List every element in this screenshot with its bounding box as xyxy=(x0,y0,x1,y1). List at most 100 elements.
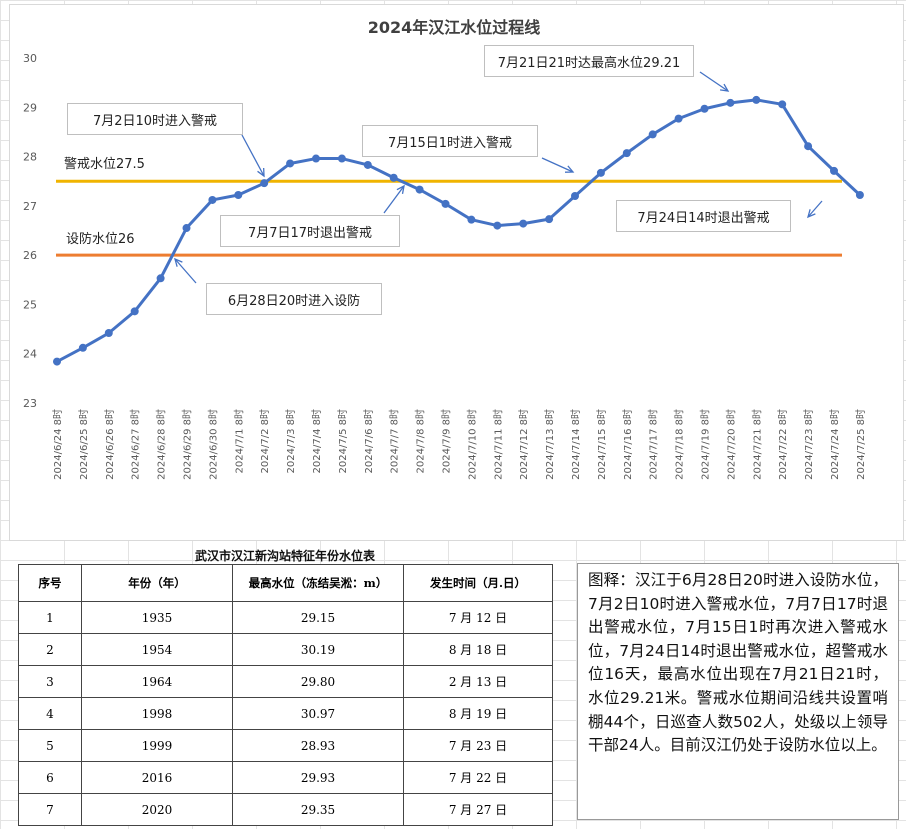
data-point xyxy=(260,179,269,188)
cell-year: 2020 xyxy=(81,793,233,826)
cell-index: 5 xyxy=(18,729,82,762)
table-row: 1 1935 29.15 7 月 12 日 xyxy=(18,601,553,634)
annotation-peak-0721: 7月21日21时达最高水位29.21 xyxy=(484,45,694,77)
data-point xyxy=(545,215,554,224)
data-point xyxy=(78,343,87,352)
data-point xyxy=(234,191,243,200)
x-tick-label: 2024/7/1 8时 xyxy=(233,409,245,473)
cell-index: 2 xyxy=(18,633,82,666)
cell-year: 1964 xyxy=(81,665,233,698)
table-title: 武汉市汉江新沟站特征年份水位表 xyxy=(194,549,375,563)
x-tick-label: 2024/7/5 8时 xyxy=(337,409,349,473)
cell-date: 7 月 22 日 xyxy=(403,761,553,794)
defense-level-label: 设防水位26 xyxy=(60,226,141,249)
x-tick-label: 2024/7/11 8时 xyxy=(492,409,504,480)
data-point xyxy=(752,95,761,104)
data-point xyxy=(363,160,372,169)
x-tick-label: 2024/7/12 8时 xyxy=(518,409,530,480)
cell-index: 1 xyxy=(18,601,82,634)
x-tick-label: 2024/7/10 8时 xyxy=(466,409,478,480)
x-tick-label: 2024/7/13 8时 xyxy=(544,409,556,480)
annotation-enter-defense-0628: 6月28日20时进入设防 xyxy=(206,283,382,315)
y-tick-label: 26 xyxy=(23,249,37,262)
table-row: 7 2020 29.35 7 月 27 日 xyxy=(18,793,553,826)
x-tick-label: 2024/7/14 8时 xyxy=(570,409,582,480)
cell-date: 8 月 19 日 xyxy=(403,697,553,730)
data-point xyxy=(441,199,450,208)
data-point xyxy=(778,100,787,109)
y-tick-label: 27 xyxy=(23,200,37,213)
data-point xyxy=(519,219,528,228)
cell-max-level: 29.35 xyxy=(232,793,404,826)
x-tick-label: 2024/6/25 8时 xyxy=(78,409,90,480)
y-tick-label: 28 xyxy=(23,151,37,164)
cell-max-level: 29.93 xyxy=(232,761,404,794)
cell-year: 1998 xyxy=(81,697,233,730)
data-point xyxy=(182,224,191,233)
cell-index: 4 xyxy=(18,697,82,730)
cell-max-level: 28.93 xyxy=(232,729,404,762)
y-tick-label: 25 xyxy=(23,298,37,311)
data-point xyxy=(804,142,813,151)
annotation-enter-warning-0702: 7月2日10时进入警戒 xyxy=(67,103,243,135)
data-point xyxy=(571,192,579,200)
header-max-level: 最高水位（冻结吴淞：m） xyxy=(232,564,404,602)
x-tick-label: 2024/7/4 8时 xyxy=(311,409,323,473)
data-point xyxy=(208,195,217,204)
data-point xyxy=(700,104,709,113)
cell-date: 7 月 12 日 xyxy=(403,601,553,634)
warning-level-label: 警戒水位27.5 xyxy=(58,151,151,174)
annotation-arrow xyxy=(541,157,575,173)
x-tick-label: 2024/7/19 8时 xyxy=(700,409,712,480)
x-tick-label: 2024/7/2 8时 xyxy=(259,409,271,473)
data-point xyxy=(467,215,476,224)
x-tick-label: 2024/7/25 8时 xyxy=(855,409,867,480)
data-point xyxy=(493,221,502,230)
x-tick-label: 2024/7/16 8时 xyxy=(622,409,634,480)
x-tick-label: 2024/7/18 8时 xyxy=(674,409,686,480)
data-point xyxy=(674,114,683,123)
data-point xyxy=(286,159,295,168)
table-row: 4 1998 30.97 8 月 19 日 xyxy=(18,697,553,730)
x-tick-label: 2024/6/29 8时 xyxy=(182,409,194,480)
x-tick-label: 2024/7/22 8时 xyxy=(777,409,789,480)
data-point xyxy=(596,168,605,177)
table-row: 6 2016 29.93 7 月 22 日 xyxy=(18,761,553,794)
chart-title: 2024年汉江水位过程线 xyxy=(368,18,541,37)
data-point xyxy=(726,98,735,107)
x-tick-label: 2024/7/6 8时 xyxy=(363,409,375,473)
data-point xyxy=(104,329,113,338)
data-point xyxy=(415,185,424,194)
table-row: 5 1999 28.93 7 月 23 日 xyxy=(18,729,553,762)
data-point xyxy=(156,274,165,283)
annotation-enter-warning-0715: 7月15日1时进入警戒 xyxy=(362,125,538,157)
y-tick-label: 29 xyxy=(23,101,37,114)
header-date: 发生时间（月.日） xyxy=(403,564,553,602)
annotation-exit-warning-0724: 7月24日14时退出警戒 xyxy=(616,200,791,232)
x-tick-label: 2024/7/8 8时 xyxy=(415,409,427,473)
x-tick-label: 2024/7/24 8时 xyxy=(829,409,841,480)
cell-date: 8 月 18 日 xyxy=(403,633,553,666)
cell-date: 7 月 23 日 xyxy=(403,729,553,762)
x-tick-label: 2024/7/23 8时 xyxy=(803,409,815,480)
annotation-arrow xyxy=(241,134,265,178)
data-point xyxy=(855,191,864,200)
annotation-arrow xyxy=(699,71,730,92)
x-tick-label: 2024/7/21 8时 xyxy=(751,409,763,480)
table-row: 2 1954 30.19 8 月 18 日 xyxy=(18,633,553,666)
data-point xyxy=(389,173,398,182)
y-tick-label: 30 xyxy=(23,52,37,65)
x-tick-label: 2024/7/15 8时 xyxy=(596,409,608,480)
cell-date: 7 月 27 日 xyxy=(403,793,553,826)
data-point xyxy=(337,154,346,163)
x-tick-label: 2024/7/9 8时 xyxy=(441,409,453,473)
x-tick-label: 2024/6/28 8时 xyxy=(156,409,168,480)
y-tick-label: 24 xyxy=(23,348,37,361)
x-tick-label: 2024/6/27 8时 xyxy=(130,409,142,480)
cell-date: 2 月 13 日 xyxy=(403,665,553,698)
data-point xyxy=(830,166,838,175)
x-tick-label: 2024/7/3 8时 xyxy=(285,409,297,473)
table-header-row: 序号 年份（年） 最高水位（冻结吴淞：m） 发生时间（月.日） xyxy=(18,564,553,602)
water-level-chart: 2024年汉江水位过程线 23 24 25 26 27 28 29 30 2024/6/24 … xyxy=(9,4,904,541)
chart-canvas: 2024年汉江水位过程线 23 24 25 26 27 28 29 30 2024/6/24 … xyxy=(23,18,867,480)
